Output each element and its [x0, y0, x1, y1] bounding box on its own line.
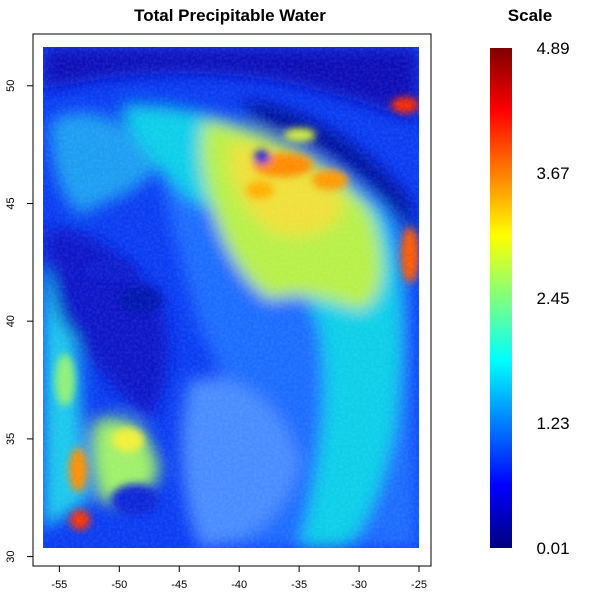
colorbar: Scale 4.89 3.67 2.45 1.23 0.01	[490, 6, 570, 558]
y-tick-label: 50	[5, 80, 17, 92]
colorbar-tick-label: 2.45	[536, 289, 569, 308]
x-axis: -55 -50 -45 -40 -35 -30 -25	[51, 565, 427, 591]
y-tick-label: 40	[5, 315, 17, 327]
x-tick-label: -55	[51, 579, 67, 591]
colorbar-tick-label: 1.23	[536, 414, 569, 433]
y-axis: 30 35 40 45 50	[5, 76, 34, 563]
y-tick-label: 30	[5, 550, 17, 562]
x-tick-label: -35	[291, 579, 307, 591]
colorbar-title: Scale	[508, 6, 552, 25]
x-ticks: -55 -50 -45 -40 -35 -30 -25	[51, 566, 427, 591]
x-tick-label: -50	[111, 579, 127, 591]
chart-title: Total Precipitable Water	[134, 6, 326, 25]
x-tick-label: -45	[171, 579, 187, 591]
x-tick-label: -30	[351, 579, 367, 591]
x-tick-label: -25	[411, 579, 427, 591]
colorbar-tick-label: 3.67	[536, 164, 569, 183]
y-tick-label: 35	[5, 433, 17, 445]
colorbar-tick-label: 4.89	[536, 39, 569, 58]
colorbar-tick-label: 0.01	[536, 539, 569, 558]
y-tick-label: 45	[5, 197, 17, 209]
y-ticks: 30 35 40 45 50	[5, 80, 33, 563]
heatmap-raster	[43, 47, 419, 548]
x-tick-label: -40	[231, 579, 247, 591]
colorbar-gradient	[490, 48, 512, 548]
colorbar-ticks: 4.89 3.67 2.45 1.23 0.01	[536, 39, 569, 558]
